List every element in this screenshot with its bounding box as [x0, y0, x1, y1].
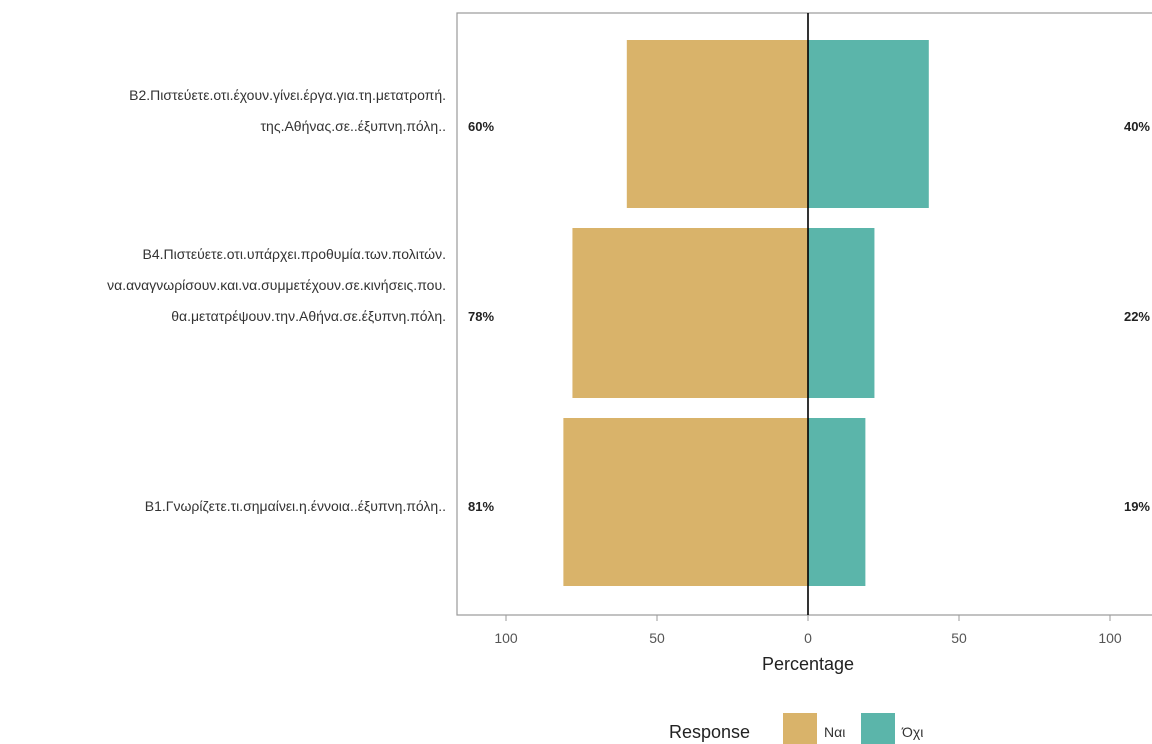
left-percent-label-row-1: 60%	[468, 119, 494, 134]
bar-nai-row-2	[572, 228, 808, 398]
category-label-row-1-line-2: της.Αθήνας.σε..έξυπνη.πόλη..	[261, 118, 447, 134]
category-label-row-3-line-1: B1.Γνωρίζετε.τι.σημαίνει.η.έννοια..έξυπν…	[145, 498, 446, 514]
legend: Response Ναι Όχι	[669, 713, 923, 744]
percent-labels: 60% 40% 78% 22% 81% 19%	[468, 119, 1150, 514]
bar-ochi-row-3	[808, 418, 866, 586]
x-tick-label-1: 100	[494, 630, 518, 646]
x-tick-label-3: 0	[804, 630, 812, 646]
left-percent-label-row-3: 81%	[468, 499, 494, 514]
x-tick-label-4: 50	[951, 630, 967, 646]
x-axis-title: Percentage	[762, 654, 854, 674]
x-tick-label-2: 50	[649, 630, 665, 646]
bar-nai-row-3	[563, 418, 808, 586]
category-label-row-2-line-3: θα.μετατρέψουν.την.Αθήνα.σε.έξυπνη.πόλη.	[171, 308, 446, 324]
bars-group	[563, 40, 929, 586]
right-percent-label-row-3: 19%	[1124, 499, 1150, 514]
legend-label-ochi: Όχι	[901, 724, 923, 740]
legend-swatch-nai	[783, 713, 817, 744]
category-labels: B2.Πιστεύετε.οτι.έχουν.γίνει.έργα.για.τη…	[107, 87, 446, 514]
legend-title: Response	[669, 722, 750, 742]
right-percent-label-row-1: 40%	[1124, 119, 1150, 134]
legend-label-nai: Ναι	[824, 724, 845, 740]
bar-ochi-row-2	[808, 228, 875, 398]
x-axis-ticks: 100 50 0 50 100	[494, 615, 1122, 646]
legend-swatch-ochi	[861, 713, 895, 744]
x-tick-label-5: 100	[1098, 630, 1122, 646]
bar-nai-row-1	[626, 40, 808, 208]
bar-ochi-row-1	[808, 40, 929, 208]
category-label-row-2-line-2: να.αναγνωρίσουν.και.να.συμμετέχουν.σε.κι…	[107, 277, 446, 293]
left-percent-label-row-2: 78%	[468, 309, 494, 324]
category-label-row-2-line-1: B4.Πιστεύετε.οτι.υπάρχει.προθυμία.των.πο…	[143, 246, 447, 262]
category-label-row-1-line-1: B2.Πιστεύετε.οτι.έχουν.γίνει.έργα.για.τη…	[129, 87, 446, 103]
right-percent-label-row-2: 22%	[1124, 309, 1150, 324]
